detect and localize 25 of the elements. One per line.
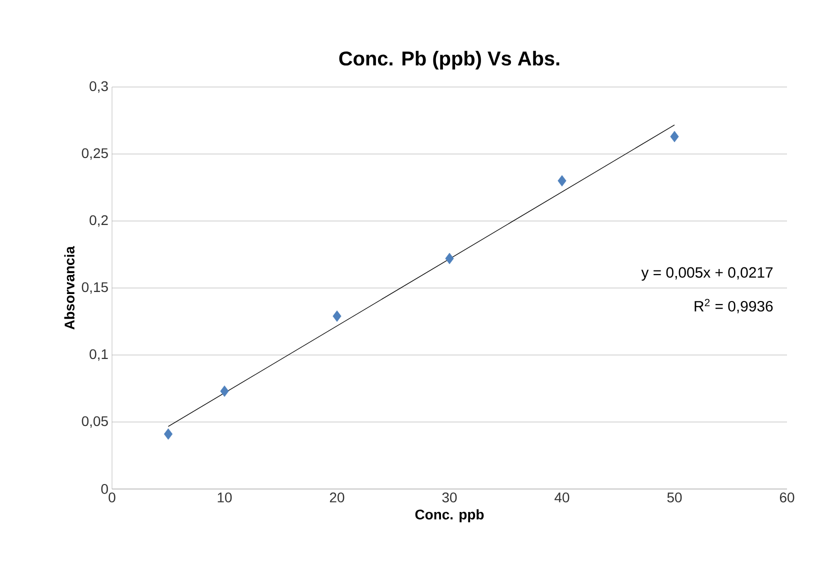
y-tick-label: 0,3: [90, 81, 108, 93]
x-tick-label: 60: [780, 492, 794, 502]
x-tick-label: 0: [108, 492, 116, 502]
x-tick-label: 40: [554, 492, 570, 502]
annotation: y = 0,005x + 0,0217: [641, 267, 773, 281]
point: [670, 130, 679, 142]
point: [558, 175, 566, 186]
y-tick-label: 0: [101, 484, 108, 494]
x-tick-label: 20: [330, 492, 344, 502]
chart-title: Conc. Pb (ppb) Vs Abs.: [339, 50, 560, 70]
x-tick-label: 10: [218, 492, 232, 502]
x-tick-label: 30: [442, 492, 457, 502]
point: [332, 310, 342, 322]
y-tick-label: 0,2: [90, 215, 108, 227]
point: [164, 428, 173, 440]
annotation: R$^{2}$ = 0,9936: [694, 298, 773, 314]
y-tick-label: 0,1: [90, 349, 108, 361]
x-tick-label: 50: [667, 492, 682, 502]
point: [445, 252, 454, 264]
y-tick-label: 0,05: [82, 416, 108, 428]
point: [220, 386, 229, 397]
y-tick-label: 0,25: [82, 148, 108, 160]
y-axis-title: Absorvancia: [64, 246, 74, 330]
x-axis-title: Conc. ppb: [415, 509, 484, 522]
y-tick-label: 0,15: [82, 282, 108, 294]
